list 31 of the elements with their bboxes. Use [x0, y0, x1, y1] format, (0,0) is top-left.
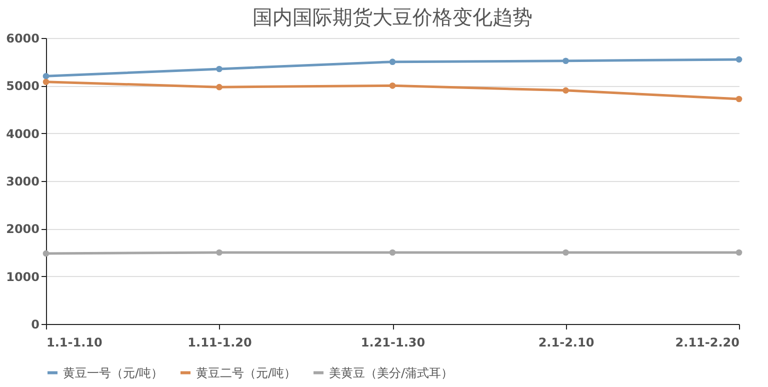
legend-label: 黄豆一号（元/吨） — [63, 366, 164, 380]
y-tick-label: 1000 — [6, 270, 40, 284]
legend-label: 黄豆二号（元/吨） — [196, 366, 296, 380]
point — [562, 87, 569, 94]
point — [42, 72, 50, 80]
x-tick-label: 1.1-1.10 — [46, 336, 102, 350]
point — [216, 84, 222, 90]
y-tick-label: 2000 — [6, 222, 40, 236]
point — [736, 249, 742, 256]
y-tick-label: 3000 — [6, 174, 40, 188]
point — [562, 249, 569, 256]
point — [389, 82, 396, 89]
x-tick-label: 2.11-2.20 — [675, 336, 740, 350]
point — [736, 56, 742, 63]
x-tick-label: 1.21-1.30 — [360, 336, 426, 350]
y-tick-label: 4000 — [6, 126, 40, 141]
point — [389, 249, 396, 256]
y-tick-label: 6000 — [6, 32, 40, 46]
legend-label: 美黄豆（美分/蒲式耳） — [329, 366, 454, 380]
y-tick-label: 0 — [31, 318, 40, 332]
point — [216, 249, 222, 256]
point — [42, 78, 50, 86]
point — [389, 58, 396, 65]
point — [736, 96, 742, 102]
point — [216, 66, 222, 72]
chart-title: 国内国际期货大豆价格变化趋势 — [252, 5, 532, 29]
x-tick-label: 2.1-2.10 — [538, 336, 594, 350]
y-tick-label: 5000 — [6, 79, 40, 94]
point — [42, 250, 50, 257]
x-tick-label: 1.11-1.20 — [188, 336, 252, 350]
point — [562, 58, 569, 64]
